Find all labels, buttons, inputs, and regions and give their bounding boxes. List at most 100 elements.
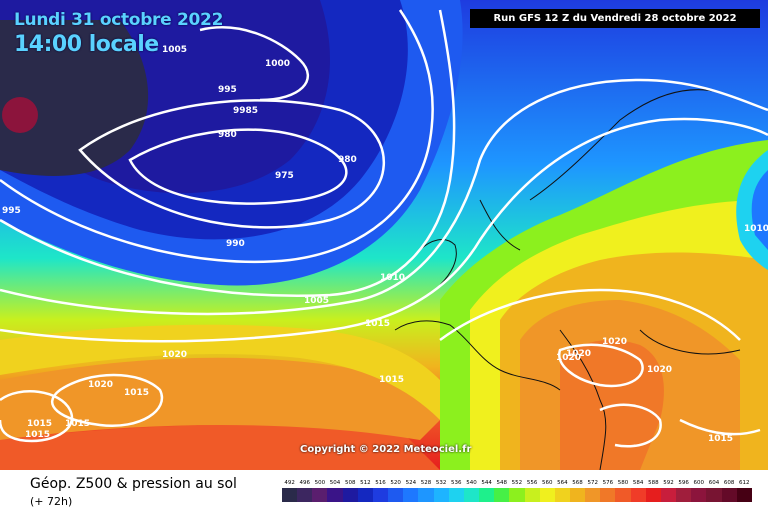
scale-swatch bbox=[585, 488, 601, 502]
scale-step: 608 bbox=[721, 478, 737, 508]
scale-label: 604 bbox=[708, 480, 720, 486]
scale-step: 612 bbox=[736, 478, 752, 508]
scale-step: 568 bbox=[569, 478, 586, 508]
scale-label: 596 bbox=[678, 480, 689, 486]
field-band bbox=[2, 97, 38, 133]
scale-label: 556 bbox=[526, 480, 538, 486]
scale-label: 540 bbox=[466, 480, 477, 486]
isobar-label: 1000 bbox=[265, 59, 290, 69]
scale-swatch bbox=[342, 488, 358, 502]
scale-step: 564 bbox=[554, 478, 570, 508]
legend-subtitle: (+ 72h) bbox=[30, 495, 73, 508]
isobar-label: 1005 bbox=[304, 296, 329, 306]
scale-step: 592 bbox=[660, 478, 677, 508]
scale-step: 504 bbox=[327, 478, 343, 508]
scale-swatch bbox=[706, 488, 722, 502]
coastlines bbox=[394, 89, 741, 470]
isobar-label: 980 bbox=[338, 155, 357, 165]
weather-map: 1005 1000 995 9985 980 980 975 990 995 1010 1005 10… bbox=[0, 0, 768, 470]
scale-swatch bbox=[479, 488, 495, 502]
isobar-labels: 1005 1000 995 9985 980 980 975 990 995 1010 1005 10… bbox=[2, 45, 768, 444]
scale-step: 572 bbox=[585, 478, 601, 508]
field-band bbox=[0, 324, 440, 420]
legend-title: Géop. Z500 & pression au sol bbox=[30, 476, 237, 492]
scale-label: 496 bbox=[299, 480, 310, 486]
scale-step: 556 bbox=[524, 478, 540, 508]
scale-label: 516 bbox=[375, 480, 386, 486]
isobars bbox=[0, 9, 768, 448]
isobar-label: 1010 bbox=[744, 224, 768, 234]
scale-swatch bbox=[282, 488, 298, 502]
scale-step: 604 bbox=[706, 478, 722, 508]
scale-label: 564 bbox=[557, 480, 568, 486]
scale-swatch bbox=[312, 488, 328, 502]
forecast-date: Lundi 31 octobre 2022 bbox=[14, 10, 224, 30]
isobar-label: 9985 bbox=[233, 106, 258, 116]
isobar-label: 1020 bbox=[88, 380, 113, 390]
isobar-label: 975 bbox=[275, 171, 294, 181]
scale-label: 588 bbox=[648, 480, 659, 486]
scale-swatch bbox=[509, 488, 525, 502]
scale-step: 544 bbox=[479, 478, 495, 508]
scale-step: 516 bbox=[372, 478, 389, 508]
scale-step: 492 bbox=[282, 478, 298, 508]
color-scale: 492 496 500 504 508 512 516 520 524 528 532 536 540 5… bbox=[282, 478, 752, 508]
scale-swatch bbox=[327, 488, 343, 502]
run-info: Run GFS 12 Z du Vendredi 28 octobre 2022 bbox=[470, 9, 760, 28]
scale-step: 512 bbox=[357, 478, 373, 508]
isobar-label: 980 bbox=[218, 130, 237, 140]
scale-label: 512 bbox=[360, 480, 371, 486]
isobar-label: 1015 bbox=[124, 388, 149, 398]
scale-label: 532 bbox=[435, 480, 447, 486]
scale-swatch bbox=[448, 488, 464, 502]
scale-label: 504 bbox=[329, 480, 341, 486]
scale-label: 592 bbox=[663, 480, 674, 486]
isobar-label: 1015 bbox=[25, 430, 50, 440]
scale-step: 528 bbox=[418, 478, 434, 508]
scale-step: 520 bbox=[388, 478, 404, 508]
scale-swatch bbox=[691, 488, 707, 502]
scale-label: 492 bbox=[284, 480, 295, 486]
scale-label: 600 bbox=[693, 480, 705, 486]
scale-label: 576 bbox=[602, 480, 614, 486]
scale-label: 568 bbox=[572, 480, 583, 486]
scale-swatch bbox=[388, 488, 404, 502]
scale-swatch bbox=[372, 488, 389, 502]
scale-label: 508 bbox=[344, 480, 356, 486]
scale-swatch bbox=[600, 488, 616, 502]
isobar-label: 995 bbox=[218, 85, 237, 95]
scale-label: 520 bbox=[390, 480, 401, 486]
scale-step: 560 bbox=[539, 478, 555, 508]
scale-label: 536 bbox=[451, 480, 462, 486]
scale-step: 500 bbox=[312, 478, 328, 508]
field-band bbox=[0, 357, 440, 440]
isobar-label: 1005 bbox=[162, 45, 187, 55]
scale-swatch bbox=[645, 488, 661, 502]
scale-label: 544 bbox=[481, 480, 492, 486]
scale-label: 524 bbox=[405, 480, 417, 486]
scale-label: 612 bbox=[739, 480, 750, 486]
scale-swatch bbox=[463, 488, 480, 502]
scale-label: 572 bbox=[587, 480, 598, 486]
scale-step: 600 bbox=[691, 478, 707, 508]
scale-step: 576 bbox=[600, 478, 616, 508]
field-band bbox=[751, 170, 768, 250]
scale-swatch bbox=[357, 488, 373, 502]
scale-step: 548 bbox=[494, 478, 510, 508]
isobar-label: 1015 bbox=[379, 375, 404, 385]
scale-step: 532 bbox=[433, 478, 449, 508]
scale-swatch bbox=[433, 488, 449, 502]
isobar-label: 990 bbox=[226, 239, 245, 249]
scale-swatch bbox=[721, 488, 737, 502]
scale-label: 500 bbox=[314, 480, 326, 486]
scale-label: 580 bbox=[617, 480, 629, 486]
isobar-label: 1020 bbox=[566, 349, 591, 359]
scale-swatch bbox=[630, 488, 646, 502]
scale-swatch bbox=[539, 488, 555, 502]
isobar-label: 1015 bbox=[65, 419, 90, 429]
scale-swatch bbox=[403, 488, 419, 502]
scale-swatch bbox=[615, 488, 631, 502]
isobar-label: 1015 bbox=[365, 319, 390, 329]
isobar-label: 1020 bbox=[556, 353, 581, 363]
scale-swatch bbox=[418, 488, 434, 502]
